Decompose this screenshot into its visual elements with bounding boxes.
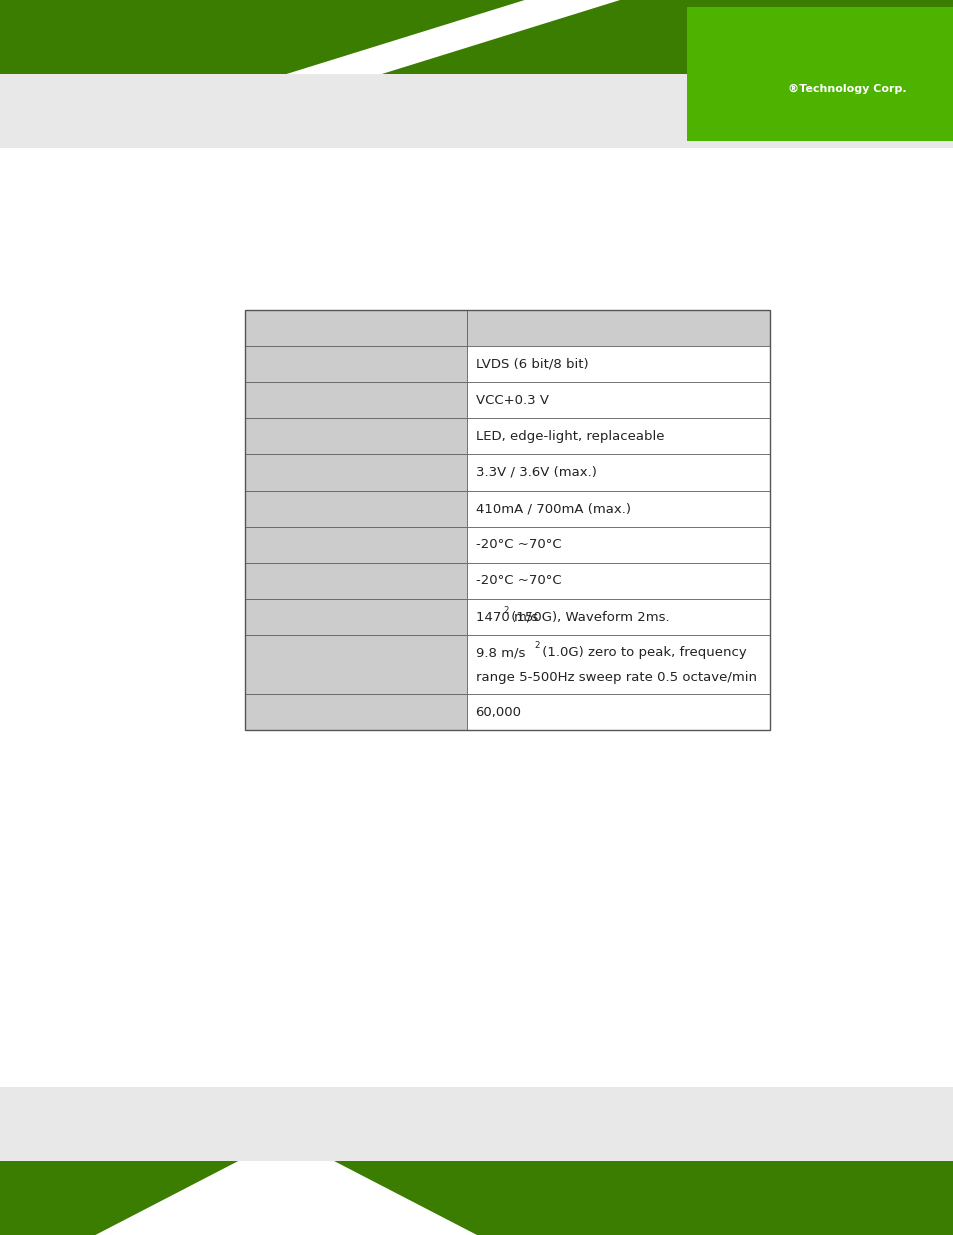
Bar (466, 419, 769, 454)
Bar (245, 346, 466, 382)
Bar (466, 599, 769, 635)
Bar (245, 454, 466, 490)
PathPatch shape (95, 1161, 477, 1235)
Text: 1470 m/s: 1470 m/s (476, 610, 537, 624)
Text: (150G), Waveform 2ms.: (150G), Waveform 2ms. (507, 610, 669, 624)
Text: ®Technology Corp.: ®Technology Corp. (787, 84, 905, 94)
Bar (466, 563, 769, 599)
Bar (245, 490, 466, 526)
Text: 410mA / 700mA (max.): 410mA / 700mA (max.) (476, 503, 630, 515)
Text: VCC+0.3 V: VCC+0.3 V (476, 394, 548, 406)
Bar (466, 346, 769, 382)
Bar (686, 7, 953, 141)
Text: 9.8 m/s: 9.8 m/s (476, 646, 524, 659)
Text: 2: 2 (503, 606, 509, 615)
Text: LVDS (6 bit/8 bit): LVDS (6 bit/8 bit) (476, 358, 588, 370)
Bar (245, 310, 466, 346)
Bar (466, 635, 769, 694)
Bar (245, 526, 466, 563)
Text: 3.3V / 3.6V (max.): 3.3V / 3.6V (max.) (476, 466, 596, 479)
Bar (0, 74, 953, 148)
Bar (466, 490, 769, 526)
Bar (245, 694, 466, 730)
Bar (466, 526, 769, 563)
Bar (245, 419, 466, 454)
Bar (466, 454, 769, 490)
Bar (466, 694, 769, 730)
Text: (1.0G) zero to peak, frequency: (1.0G) zero to peak, frequency (537, 646, 746, 659)
Text: -20°C ~70°C: -20°C ~70°C (476, 538, 560, 551)
Bar (245, 599, 466, 635)
Text: 60,000: 60,000 (476, 705, 521, 719)
Bar (245, 382, 466, 419)
Bar (466, 382, 769, 419)
PathPatch shape (286, 0, 619, 74)
Bar (466, 310, 769, 346)
Text: 2: 2 (535, 641, 539, 650)
Text: -20°C ~70°C: -20°C ~70°C (476, 574, 560, 588)
Bar (245, 310, 769, 730)
Bar (0, 0, 953, 74)
Text: LED, edge-light, replaceable: LED, edge-light, replaceable (476, 430, 663, 443)
Bar (245, 635, 466, 694)
Bar (0, 1087, 953, 1161)
Text: range 5-500Hz sweep rate 0.5 octave/min: range 5-500Hz sweep rate 0.5 octave/min (476, 671, 756, 684)
Bar (245, 563, 466, 599)
